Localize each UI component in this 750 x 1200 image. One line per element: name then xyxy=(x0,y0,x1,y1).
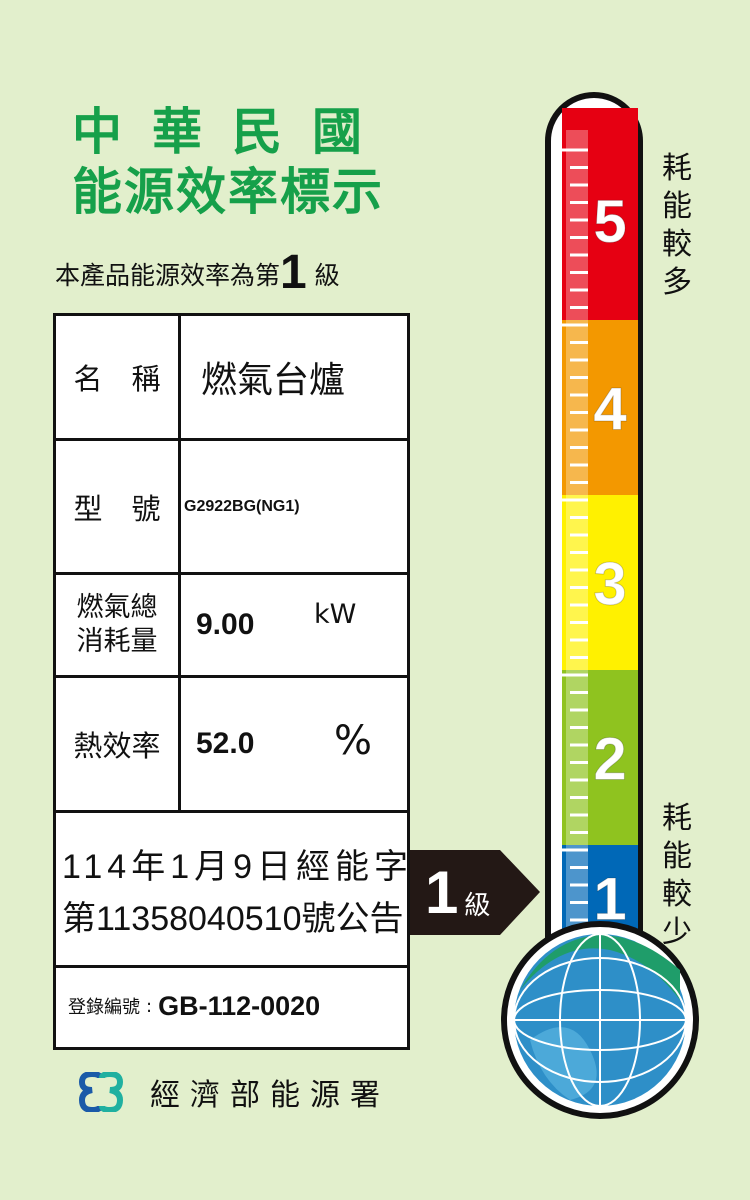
subtitle-grade: 1 xyxy=(280,246,307,299)
row-consumption: 燃氣總 消耗量 9.00 kW xyxy=(56,575,407,678)
registration-value: GB-112-0020 xyxy=(158,990,321,1021)
model-label: 型 號 xyxy=(56,441,181,572)
row-name: 名 稱 燃氣台爐 xyxy=(56,316,407,441)
tube-highlight xyxy=(566,130,588,950)
announcement: 114年1月9日經能字 第11358040510號公告 xyxy=(62,841,413,945)
row-model: 型 號 G2922BG(NG1) xyxy=(56,441,407,575)
title-line1: 中華民國 xyxy=(72,103,392,161)
footer: 經濟部能源署 xyxy=(78,1070,390,1114)
efficiency-unit: % xyxy=(334,718,373,764)
announcement-line2: 第11358040510號公告 xyxy=(62,900,404,938)
grade-arrow-unit: 級 xyxy=(464,891,491,921)
level-label-5: 5 xyxy=(593,188,626,255)
info-table: 名 稱 燃氣台爐 型 號 G2922BG(NG1) 燃氣總 消耗量 9.00 kW… xyxy=(53,313,410,1050)
name-value: 燃氣台爐 xyxy=(201,360,346,401)
agency-name: 經濟部能源署 xyxy=(150,1078,390,1113)
subtitle-prefix: 本產品能源效率為第 xyxy=(55,261,281,290)
efficiency-label: 熱效率 xyxy=(56,678,181,810)
level-label-4: 4 xyxy=(593,376,627,443)
consumption-label-1: 燃氣總 xyxy=(76,592,158,623)
side-label-less: 耗能較少 xyxy=(662,801,692,950)
level-label-2: 2 xyxy=(593,726,626,793)
grade-arrow xyxy=(410,850,540,935)
level-label-3: 3 xyxy=(593,551,626,618)
subtitle: 本產品能源效率為第1 級 xyxy=(55,245,340,300)
row-announcement: 114年1月9日經能字 第11358040510號公告 xyxy=(56,813,408,968)
efficiency-value: 52.0 xyxy=(196,727,255,760)
consumption-label: 燃氣總 消耗量 xyxy=(56,575,181,675)
level-band-5 xyxy=(562,108,638,320)
row-efficiency: 熱效率 52.0 % xyxy=(56,678,407,813)
consumption-unit: kW xyxy=(314,598,357,630)
agency-logo-icon xyxy=(78,1072,124,1112)
name-label: 名 稱 xyxy=(56,316,181,438)
title-line2: 能源效率標示 xyxy=(72,163,384,221)
consumption-label-2: 消耗量 xyxy=(76,626,158,657)
subtitle-suffix: 級 xyxy=(314,261,340,290)
row-registration: 登錄編號: GB-112-0020 xyxy=(68,990,321,1021)
announcement-line1: 114年1月9日經能字 xyxy=(62,848,414,886)
registration-label: 登錄編號 xyxy=(68,997,140,1018)
grade-arrow-text: 1 級 xyxy=(425,850,490,935)
grade-arrow-number: 1 xyxy=(425,859,459,926)
consumption-value: 9.00 xyxy=(196,608,255,641)
model-value: G2922BG(NG1) xyxy=(184,497,300,515)
side-label-more: 耗能較多 xyxy=(662,151,692,300)
